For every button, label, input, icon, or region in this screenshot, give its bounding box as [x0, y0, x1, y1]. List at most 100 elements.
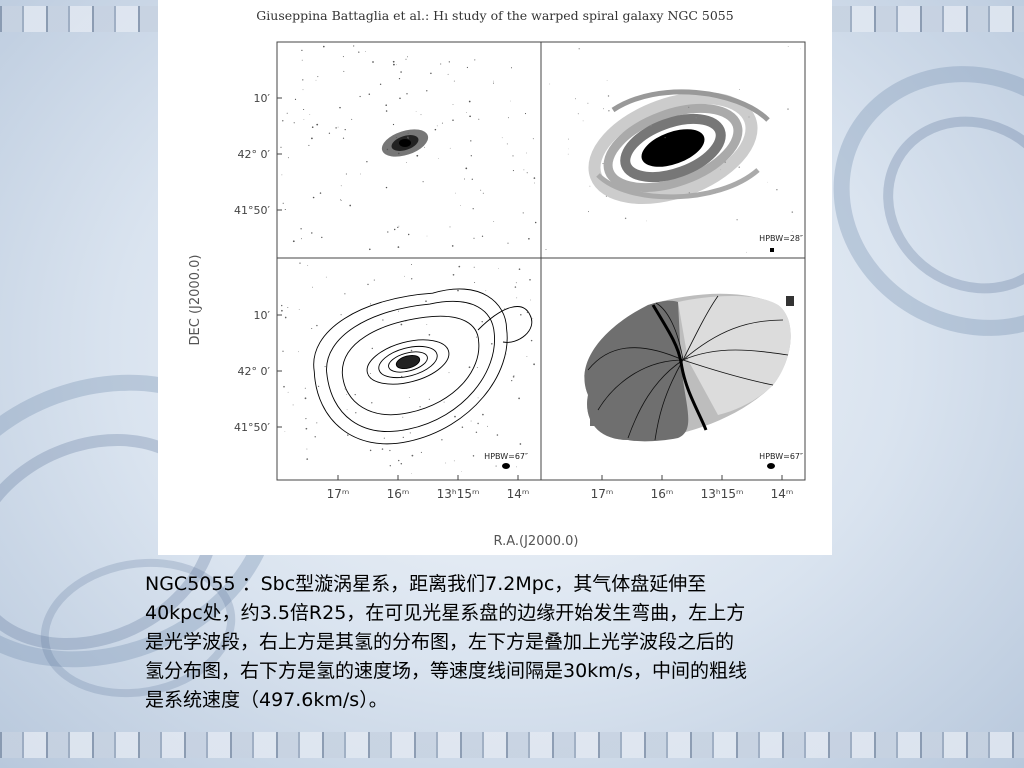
star-dot [650, 125, 652, 127]
star-dot [341, 200, 342, 201]
hi-distribution [588, 89, 770, 204]
star-dot [475, 431, 478, 434]
star-dot [389, 465, 391, 467]
star-dot [430, 72, 432, 75]
star-dot [533, 363, 535, 366]
star-dot [476, 367, 478, 368]
star-dot [337, 126, 339, 128]
star-dot [748, 116, 750, 118]
star-dot [302, 79, 304, 81]
star-dot [392, 60, 395, 63]
star-dot [478, 118, 480, 120]
star-dot [512, 375, 515, 378]
star-dot [281, 304, 283, 307]
star-dot [549, 83, 551, 85]
star-dot [453, 80, 455, 82]
star-dot [477, 422, 479, 425]
star-dot [369, 248, 371, 251]
star-dot [606, 80, 608, 81]
star-dot [387, 231, 389, 233]
star-dot [282, 350, 284, 352]
star-dot [608, 110, 610, 112]
star-dot [325, 276, 327, 278]
star-dot [305, 427, 308, 430]
star-dot [526, 172, 528, 174]
star-dot [407, 137, 409, 139]
star-dot [316, 422, 318, 424]
star-dot [335, 127, 337, 129]
star-dot [468, 100, 471, 103]
star-dot [340, 185, 342, 187]
star-dot [428, 398, 430, 400]
x-tick-label: 13ʰ15ᵐ [437, 487, 480, 501]
star-dot [448, 372, 450, 374]
star-dot [518, 268, 521, 271]
star-dot [575, 98, 576, 100]
star-dot [284, 208, 286, 211]
star-dot [523, 169, 525, 171]
star-dot [437, 158, 439, 159]
star-dot [792, 231, 794, 233]
star-dot [306, 458, 309, 460]
star-dot [282, 120, 284, 122]
star-dot [474, 282, 476, 283]
star-dot [461, 426, 464, 428]
star-dot [365, 51, 366, 53]
star-dot [605, 195, 607, 197]
star-dot [514, 286, 517, 288]
star-dot [436, 125, 438, 127]
star-dot [354, 393, 356, 396]
star-dot [411, 278, 413, 280]
star-dot [776, 189, 778, 191]
beam-marker [770, 248, 774, 252]
star-dot [428, 333, 431, 336]
star-dot [471, 178, 473, 180]
star-dot [359, 173, 361, 175]
star-dot [397, 226, 399, 229]
star-dot [487, 425, 488, 427]
star-dot [392, 123, 395, 126]
star-dot [476, 336, 477, 338]
star-dot [400, 375, 403, 378]
star-dot [408, 397, 410, 398]
x-axis-title: R.A.(J2000.0) [494, 534, 579, 549]
star-dot [498, 268, 499, 270]
star-dot [407, 233, 410, 236]
star-dot [383, 437, 385, 439]
star-dot [602, 163, 604, 165]
star-dot [385, 104, 387, 106]
galaxy-figure: Giuseppina Battaglia et al.: Hı study of… [158, 0, 832, 555]
star-dot [534, 182, 535, 184]
star-dot [344, 293, 346, 295]
star-dot [470, 140, 472, 142]
star-dot [411, 264, 412, 265]
y-tick-label: 42° 0′ [238, 365, 271, 378]
star-dot [407, 132, 409, 134]
star-dot [319, 192, 322, 194]
star-dot [426, 90, 428, 92]
star-dot [493, 80, 494, 82]
star-dot [346, 409, 348, 411]
star-dot [472, 455, 475, 457]
y-axis-ticks [277, 97, 783, 480]
star-dot [511, 379, 513, 382]
star-dot [510, 67, 513, 69]
star-dot [441, 439, 443, 441]
beam-marker [502, 463, 510, 469]
star-dot [280, 146, 282, 148]
star-dot [370, 373, 372, 375]
star-dot [287, 307, 289, 308]
star-dot [738, 166, 740, 168]
star-dot [426, 324, 428, 325]
star-dot [506, 143, 508, 145]
star-dot [767, 181, 768, 183]
star-dot [481, 321, 483, 323]
star-dot [447, 73, 449, 75]
star-dot [344, 128, 346, 131]
star-dot [298, 309, 300, 310]
figure-panels: 10′ 42° 0′ 41°50′ 10′ 42° 0′ 41°50′ 17ᵐ … [188, 41, 806, 549]
y-axis-title: DEC (J2000.0) [188, 255, 203, 346]
star-dot [501, 137, 503, 139]
star-dot [366, 161, 368, 163]
star-dot [402, 436, 404, 439]
